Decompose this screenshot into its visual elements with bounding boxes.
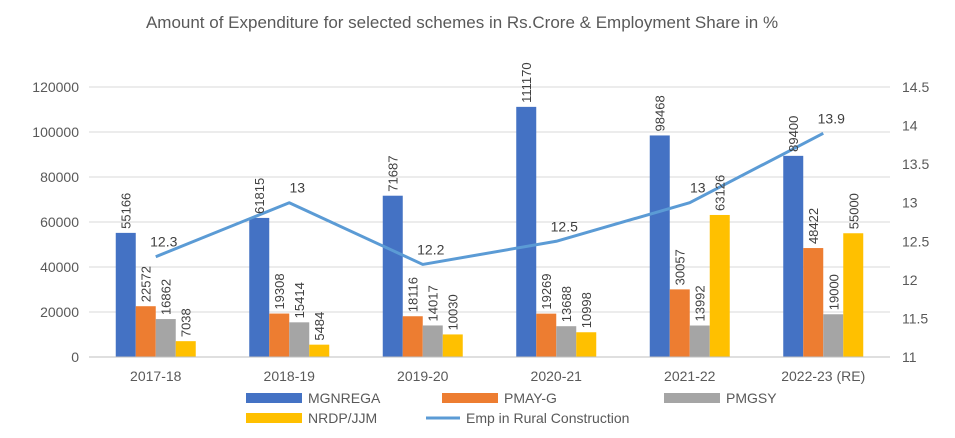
bar-nrdp-jjm <box>709 214 730 357</box>
right-tick-label: 14 <box>902 118 918 134</box>
legend-label: MGNREGA <box>308 390 381 406</box>
bar-pmay-g <box>536 313 557 357</box>
legend-swatch <box>442 393 498 403</box>
x-axis: 2017-18 2018-19 2019-20 2020-21 2021-22 2022-… <box>89 356 890 384</box>
x-tick-label: 2020-21 <box>531 368 583 384</box>
x-tick-label: 2021-22 <box>664 368 716 384</box>
bar-mgnrega <box>649 135 670 357</box>
bar-nrdp-jjm <box>442 334 463 357</box>
bar-pmgsy <box>422 325 443 357</box>
left-tick-label: 0 <box>71 349 79 365</box>
bar-pmgsy <box>823 314 844 357</box>
data-label: 18116 <box>406 277 421 312</box>
data-label: 98468 <box>653 95 668 131</box>
right-tick-label: 11 <box>902 349 917 365</box>
bar-mgnrega <box>516 106 537 358</box>
left-tick-label: 80000 <box>40 169 79 185</box>
x-tick-label: 2017-18 <box>130 368 182 384</box>
data-label: 48422 <box>806 208 821 244</box>
legend-label: Emp in Rural Construction <box>466 410 629 426</box>
line-emp-rural-construction <box>155 131 824 266</box>
data-label: 22572 <box>139 266 154 302</box>
right-axis: 11 11.5 12 12.5 13 13.5 14 14.5 <box>902 79 929 365</box>
data-label: 16862 <box>159 279 174 315</box>
data-label: 63126 <box>713 175 728 211</box>
legend-swatch <box>246 413 302 423</box>
data-label: 14017 <box>426 285 441 321</box>
data-label: 19000 <box>826 274 841 310</box>
left-tick-label: 60000 <box>40 214 79 230</box>
left-tick-label: 20000 <box>40 304 79 320</box>
data-label: 15414 <box>292 282 307 318</box>
bar-pmgsy <box>556 326 577 357</box>
line-data-label: 12.5 <box>551 218 578 234</box>
data-label: 89400 <box>786 116 801 152</box>
bar-nrdp-jjm <box>576 332 597 357</box>
bar-pmay-g <box>269 313 290 357</box>
x-tick-label: 2018-19 <box>264 368 316 384</box>
x-tick-label: 2019-20 <box>397 368 449 384</box>
bar-pmay-g <box>803 248 824 357</box>
data-label: 10030 <box>446 294 461 330</box>
right-tick-label: 12.5 <box>902 233 929 249</box>
legend-label: NRDP/JJM <box>308 410 377 426</box>
bar-pmay-g <box>669 289 690 357</box>
right-tick-label: 12 <box>902 272 918 288</box>
right-tick-label: 13 <box>902 195 918 211</box>
data-label: 7038 <box>179 308 194 337</box>
legend-swatch <box>664 393 720 403</box>
data-labels: 55166 22572 16862 7038 61815 19308 15414 5484 71… <box>119 62 862 340</box>
data-label: 10998 <box>579 292 594 328</box>
bar-nrdp-jjm <box>309 344 330 357</box>
legend: MGNREGA PMAY-G PMGSY NRDP/JJM Emp in Rural C… <box>246 390 777 426</box>
data-label: 55166 <box>119 193 134 229</box>
right-tick-label: 14.5 <box>902 79 929 95</box>
left-tick-label: 40000 <box>40 259 79 275</box>
data-label: 13992 <box>693 285 708 321</box>
line-data-label: 13 <box>289 180 305 196</box>
legend-label: PMAY-G <box>504 390 557 406</box>
bar-mgnrega <box>249 217 270 357</box>
data-label: 71687 <box>386 156 401 192</box>
bar-nrdp-jjm <box>843 233 864 357</box>
data-label: 61815 <box>252 178 267 214</box>
bar-pmay-g <box>402 316 423 357</box>
bar-pmay-g <box>135 306 156 357</box>
line-data-label: 12.2 <box>417 241 444 257</box>
line-data-label: 12.3 <box>150 234 177 250</box>
legend-swatch <box>246 393 302 403</box>
bar-mgnrega <box>382 195 403 357</box>
data-label: 19269 <box>539 273 554 309</box>
bar-pmgsy <box>689 325 710 357</box>
data-label: 55000 <box>846 193 861 229</box>
legend-label: PMGSY <box>726 390 777 406</box>
data-label: 111170 <box>519 62 534 103</box>
data-label: 13688 <box>559 286 574 322</box>
bar-pmgsy <box>155 319 176 357</box>
line-data-label: 13 <box>690 180 706 196</box>
data-label: 19308 <box>272 273 287 309</box>
line-series <box>155 131 824 266</box>
gridlines <box>89 86 890 313</box>
bar-nrdp-jjm <box>175 341 196 357</box>
right-tick-label: 13.5 <box>902 156 929 172</box>
bar-mgnrega <box>783 155 804 357</box>
bar-pmgsy <box>289 322 310 357</box>
left-axis: 0 20000 40000 60000 80000 100000 120000 <box>32 79 79 365</box>
data-label: 30057 <box>673 249 688 285</box>
chart-title: Amount of Expenditure for selected schem… <box>146 13 778 32</box>
left-tick-label: 120000 <box>32 79 79 95</box>
line-data-label: 13.9 <box>818 110 845 126</box>
bar-mgnrega <box>115 232 136 357</box>
right-tick-label: 11.5 <box>902 310 928 326</box>
x-tick-label: 2022-23 (RE) <box>781 368 865 384</box>
left-tick-label: 100000 <box>32 124 79 140</box>
bars <box>115 106 864 358</box>
data-label: 5484 <box>312 312 327 341</box>
